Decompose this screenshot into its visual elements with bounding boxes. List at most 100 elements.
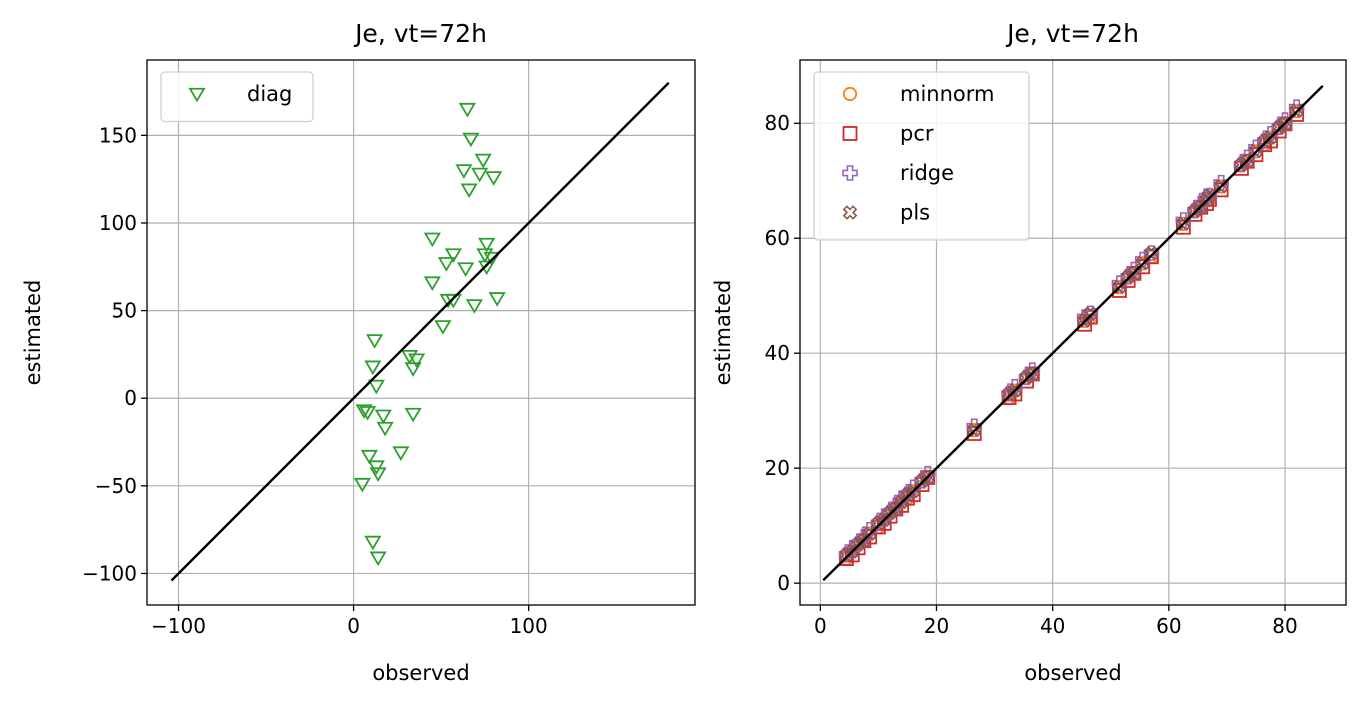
chart-title: Je, vt=72h	[1005, 19, 1139, 48]
legend-marker-minnorm	[842, 86, 858, 102]
data-point-pls	[1239, 153, 1255, 169]
legend-marker-pls	[842, 205, 858, 220]
data-point-pls	[876, 512, 892, 528]
x-tick-label: −100	[151, 614, 206, 638]
legend-label-ridge: ridge	[900, 161, 954, 185]
legend-marker-pcr	[842, 126, 858, 141]
y-tick-label: 80	[765, 111, 790, 135]
data-point-pls	[1176, 216, 1191, 231]
x-tick-label: 20	[924, 614, 949, 638]
data-point-diag	[359, 406, 377, 421]
x-tick-label: 60	[1156, 614, 1181, 638]
data-point-diag	[364, 360, 382, 376]
y-tick-label: −100	[82, 561, 137, 585]
data-point-diag	[401, 350, 419, 365]
y-tick-label: 20	[765, 456, 790, 480]
data-point-diag	[478, 237, 496, 253]
y-tick-label: 40	[765, 341, 790, 365]
legend-label-diag: diag	[247, 82, 292, 106]
x-tick-label: 80	[1272, 614, 1297, 638]
data-point-pls	[856, 533, 872, 548]
data-point-pls	[1277, 116, 1293, 132]
data-point-diag	[366, 334, 384, 349]
data-point-pls	[894, 494, 909, 510]
data-point-diag	[471, 167, 489, 183]
left-scatter-panel: −100 0 100 −100 −50 0 50 100 150 Je, vt=72h observ…	[21, 19, 696, 685]
axes-frame	[146, 59, 696, 606]
data-point-diag	[392, 446, 410, 461]
data-point-pls	[1289, 103, 1304, 119]
data-point-diag	[444, 248, 462, 263]
data-point-pls	[1077, 313, 1092, 328]
data-point-pls	[1263, 130, 1278, 145]
y-tick-label: −50	[95, 474, 137, 498]
data-point-diag	[376, 421, 394, 437]
data-points	[838, 99, 1305, 567]
y-tick-label: 0	[124, 386, 137, 410]
legend-marker-diag	[188, 87, 206, 103]
x-tick-label: 40	[1040, 614, 1065, 638]
legend: diag	[160, 71, 314, 123]
x-axis-label: observed	[372, 661, 469, 685]
data-point-diag	[404, 407, 422, 423]
y-axis-label: estimated	[711, 280, 735, 386]
data-point-diag	[458, 102, 476, 118]
data-point-diag	[408, 353, 426, 369]
data-point-pls	[1213, 179, 1229, 194]
right-scatter-panel: 0 20 40 60 80 0 20 40 60 80 Je, vt=72h observed esti…	[711, 19, 1347, 685]
data-point-pls	[1248, 143, 1264, 159]
data-point-diag	[434, 320, 452, 335]
grid	[147, 60, 695, 605]
y-tick-label: 0	[777, 571, 790, 595]
data-point-diag	[462, 132, 480, 148]
x-tick-label: 0	[347, 614, 360, 638]
data-point-diag	[369, 467, 387, 482]
y-tick-label: 50	[112, 299, 137, 323]
data-point-pls	[920, 470, 936, 485]
data-point-diag	[374, 409, 392, 425]
y-tick-label: 60	[765, 226, 790, 250]
legend-label-pcr: pcr	[900, 122, 934, 146]
data-point-diag	[423, 276, 441, 291]
legend-label-minnorm: minnorm	[900, 82, 994, 106]
data-point-diag	[483, 251, 501, 267]
x-axis-label: observed	[1024, 661, 1121, 685]
identity-line	[822, 85, 1324, 582]
legend-box	[813, 71, 1030, 241]
data-point-pls	[1126, 265, 1142, 281]
data-point-diag	[476, 248, 494, 263]
data-point-pls	[1112, 279, 1127, 295]
data-point-diag	[488, 292, 506, 307]
chart-title: Je, vt=72h	[353, 19, 487, 48]
data-point-diag	[423, 232, 441, 248]
data-point-diag	[474, 153, 492, 169]
data-point-pls	[1135, 255, 1150, 271]
data-point-diag	[404, 362, 422, 377]
x-tick-label: 100	[510, 614, 548, 638]
data-points	[353, 102, 506, 567]
legend-marker-ridge	[842, 165, 858, 181]
data-point-pls	[966, 422, 982, 438]
legend: minnorm pcr ridge pls	[813, 71, 1030, 241]
data-point-pls	[888, 501, 904, 517]
data-point-diag	[369, 551, 387, 567]
data-point-pls	[1025, 366, 1040, 382]
y-tick-label: 100	[99, 211, 137, 235]
legend-label-pls: pls	[900, 201, 930, 225]
data-point-diag	[465, 299, 483, 314]
data-point-pls	[844, 544, 860, 559]
data-point-diag	[367, 379, 385, 395]
axes-frame	[799, 59, 1347, 606]
data-point-diag	[437, 257, 455, 272]
identity-line	[170, 81, 670, 582]
data-point-diag	[460, 183, 478, 199]
data-point-diag	[364, 535, 382, 551]
y-axis-label: estimated	[21, 280, 45, 386]
x-tick-label: 0	[814, 614, 827, 638]
data-point-diag	[353, 477, 371, 493]
data-point-diag	[485, 171, 503, 186]
data-point-diag	[360, 449, 378, 465]
data-point-pls	[1007, 383, 1023, 398]
data-point-diag	[367, 460, 385, 475]
